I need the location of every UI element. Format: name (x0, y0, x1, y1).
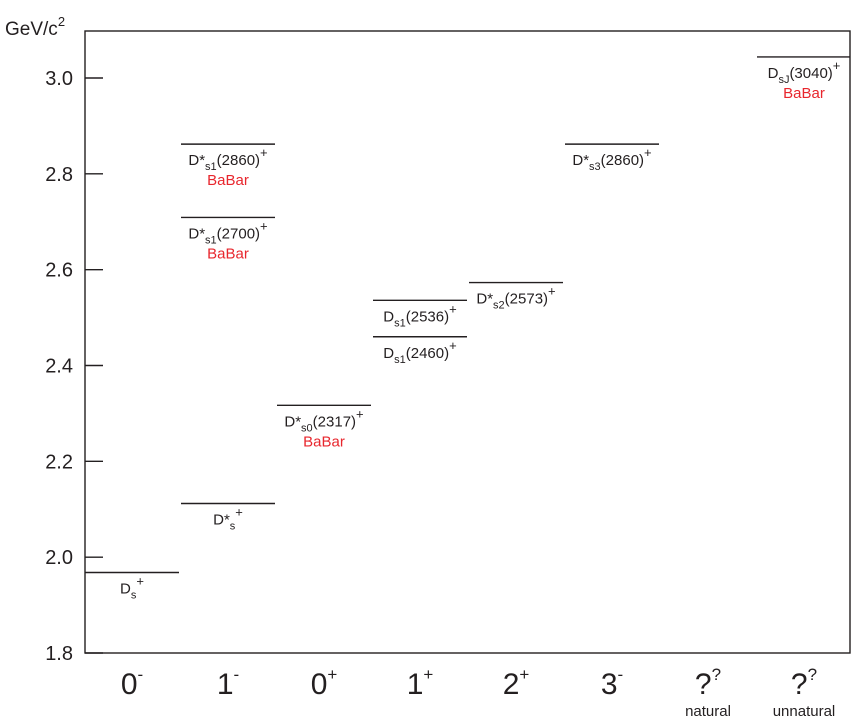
state-label-base: D* (572, 152, 589, 169)
x-tick-base: 0 (121, 668, 138, 701)
state-label-sup: + (260, 145, 268, 160)
x-tick-base: 1 (217, 668, 234, 701)
babar-label: BaBar (207, 245, 249, 262)
x-tick-label: ?? (791, 665, 817, 701)
x-tick-sup: - (234, 665, 240, 684)
state-label-base: D (120, 581, 131, 598)
state-label-base: D (383, 345, 394, 362)
state-label-paren: (2700) (217, 225, 260, 242)
x-tick-sup: - (618, 665, 624, 684)
x-tick-sup: + (327, 665, 337, 684)
state-label-base: D* (188, 225, 205, 242)
state-label-sub: s1 (205, 161, 217, 173)
x-tick-note: unnatural (773, 703, 836, 720)
state-label-base: D* (476, 291, 493, 308)
state-label-base: D* (213, 512, 230, 529)
state-label-paren: (2860) (217, 152, 260, 169)
state-label-paren: (3040) (789, 65, 832, 82)
x-tick-base: ? (695, 668, 712, 701)
state-label: D*s1(2700)+ (188, 218, 267, 246)
state-label: D*s0(2317)+ (284, 406, 363, 434)
state-label: DsJ(3040)+ (768, 58, 841, 86)
state-label: Ds1(2460)+ (383, 338, 456, 366)
x-tick-sup: - (138, 665, 144, 684)
state-label-base: D (768, 65, 779, 82)
state-label-sub: s2 (493, 300, 505, 312)
babar-label: BaBar (783, 85, 825, 102)
state-label-sup: + (548, 284, 556, 299)
state-label: D*s+ (213, 505, 243, 533)
y-tick-label: 3.0 (45, 68, 73, 90)
x-tick-base: 3 (601, 668, 618, 701)
x-tick-base: ? (791, 668, 808, 701)
x-tick-note: natural (685, 703, 731, 720)
state-label-sup: + (260, 218, 268, 233)
state-label-sup: + (356, 406, 364, 421)
x-tick-label: 1+ (407, 665, 434, 701)
y-axis: 1.8 2.0 2.2 2.4 2.6 2.8 3.0 (45, 68, 103, 665)
state-label: D*s1(2860)+ (188, 145, 267, 173)
state-label-sub: s (230, 521, 236, 533)
state-label-sub: s1 (205, 234, 217, 246)
state-label: D*s2(2573)+ (476, 284, 555, 312)
y-tick-label: 2.0 (45, 547, 73, 569)
x-tick-base: 0 (311, 668, 328, 701)
state-label-sup: + (449, 338, 457, 353)
mass-levels: Ds+D*s+D*s0(2317)+BaBarDs1(2460)+Ds1(253… (85, 56, 850, 602)
x-tick-label: 2+ (503, 665, 530, 701)
state-label-sup: + (833, 58, 841, 73)
x-tick-base: 2 (503, 668, 520, 701)
state-label-sup: + (449, 301, 457, 316)
babar-label: BaBar (207, 172, 249, 189)
x-tick-sup: + (519, 665, 529, 684)
state-label: D*s3(2860)+ (572, 145, 651, 173)
state-label-sub: s1 (394, 317, 406, 329)
state-label-paren: (2317) (313, 413, 356, 430)
state-label-base: D* (188, 152, 205, 169)
state-label-sub: s0 (301, 422, 313, 434)
babar-label: BaBar (303, 433, 345, 450)
y-tick-label: 2.2 (45, 451, 73, 473)
state-label-base: D (383, 308, 394, 325)
state-label-sub: s (131, 590, 137, 602)
y-axis-label-sup: 2 (58, 14, 65, 29)
state-label-paren: (2860) (601, 152, 644, 169)
state-label-sub: sJ (778, 74, 789, 86)
y-tick-label: 2.6 (45, 260, 73, 282)
state-label-paren: (2460) (406, 345, 449, 362)
x-axis-labels: 0- 1- 0+ 1+ 2+ 3- ??natural??unnatural (121, 665, 835, 720)
x-tick-label: 3- (601, 665, 623, 701)
state-label-paren: (2536) (406, 308, 449, 325)
state-label-sup: + (644, 145, 652, 160)
state-label: Ds+ (120, 574, 144, 602)
plot-frame (84, 30, 851, 654)
x-tick-sup: ? (808, 665, 817, 684)
x-tick-label: 0- (121, 665, 143, 701)
x-tick-base: 1 (407, 668, 424, 701)
y-axis-label: GeV/c2 (5, 14, 65, 40)
state-label-sup: + (136, 574, 144, 589)
y-tick-label: 2.8 (45, 164, 73, 186)
y-axis-label-text: GeV/c (5, 19, 58, 40)
x-tick-sup: ? (712, 665, 721, 684)
state-label-base: D* (284, 413, 301, 430)
x-tick-label: 0+ (311, 665, 338, 701)
x-tick-label: 1- (217, 665, 239, 701)
y-tick-label: 2.4 (45, 356, 73, 378)
state-label-sub: s3 (589, 161, 601, 173)
state-label-sup: + (235, 505, 243, 520)
y-tick-label: 1.8 (45, 643, 73, 665)
x-tick-label: ?? (695, 665, 721, 701)
state-label-sub: s1 (394, 354, 406, 366)
state-label: Ds1(2536)+ (383, 301, 456, 329)
x-tick-sup: + (423, 665, 433, 684)
state-label-paren: (2573) (505, 291, 548, 308)
